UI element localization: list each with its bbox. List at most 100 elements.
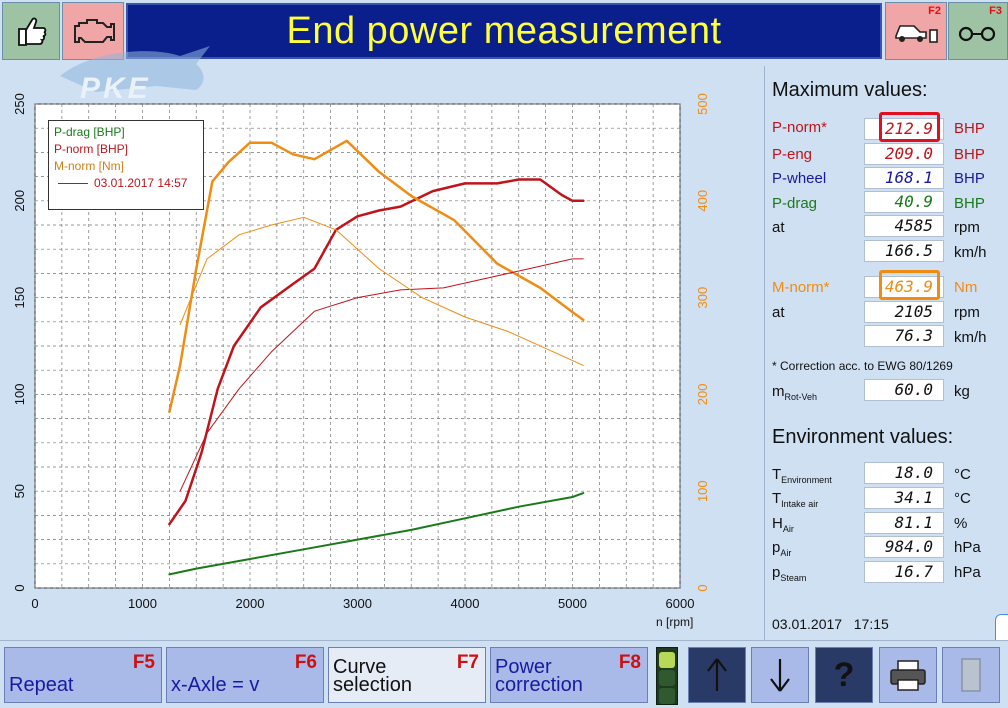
y-left-tick-label: 250 [12,93,27,115]
t-intake-letter: T [772,490,782,507]
thumbs-up-icon [18,17,47,46]
bottom-toolbar: Repeat F5 x-Axle = v F6 Curve selection … [0,640,1008,708]
reference-curve-3 [179,258,584,492]
pke-watermark-logo: PKE [50,46,220,126]
question-mark-icon: ? [833,655,855,694]
values-panel: Maximum values: P-norm* 212.9 BHP P-eng … [764,66,1008,650]
speed-unit: km/h [954,244,987,261]
y-right-tick-label: 200 [695,384,710,406]
reference-curve-4 [179,216,584,366]
at-rpm2-label: at [772,304,785,321]
correction-note: * Correction acc. to EWG 80/1269 [772,359,953,373]
x-tick-label: 2000 [236,596,265,611]
legend-p-norm: P-norm [BHP] [54,142,129,156]
repeat-button[interactable]: Repeat F5 [4,647,162,703]
p-air-label: pAir [772,539,791,558]
t-env-sub: Environment [781,475,832,485]
y-left-tick-label: 150 [12,287,27,309]
t-intake-unit: °C [954,490,971,507]
t-env-unit: °C [954,466,971,483]
ok-button[interactable] [2,2,60,60]
at-rpm-unit: rpm [954,219,980,236]
curve-selection-button[interactable]: Curve selection F7 [328,647,486,703]
p-drag-label: P-drag [772,195,818,212]
m-norm-label: M-norm* [772,279,830,296]
y-right-tick-label: 100 [695,480,710,502]
p-steam-value: 16.7 [864,561,944,583]
x-axle-label: x-Axle = v [171,674,260,696]
m-rot-label: mRot-Veh [772,383,817,402]
x-axle-button[interactable]: x-Axle = v F6 [166,647,324,703]
scroll-up-button[interactable] [688,647,746,703]
y-right-tick-label: 300 [695,287,710,309]
status-traffic-light [656,647,678,705]
t-intake-sub: Intake air [781,499,819,509]
p-steam-letter: p [772,564,781,581]
power-correction-button[interactable]: Power correction F8 [490,647,648,703]
p-air-letter: p [772,539,781,556]
p-air-sub: Air [780,548,792,558]
timestamp: 03.01.2017 17:15 [772,616,889,632]
h-air-value: 81.1 [864,512,944,534]
f5-key-label: F5 [132,652,155,673]
t-env-label: TEnvironment [772,466,832,485]
series-m-norm-line [168,139,585,414]
f6-key-label: F6 [294,652,317,673]
f3-key-label: F3 [989,5,1002,17]
status-lamp-bottom [659,688,675,704]
h-air-letter: H [772,515,783,532]
exit-button[interactable] [942,647,1000,703]
chart-legend: P-drag [BHP] P-norm [BHP] M-norm [Nm] 03… [48,120,204,210]
max-values-heading: Maximum values: [772,79,928,101]
h-air-sub: Air [782,524,794,534]
curve-label-line2: selection [333,674,412,696]
timestamp-date: 03.01.2017 [772,616,843,632]
f2-button[interactable]: F2 [885,2,947,60]
m-rot-unit: kg [954,383,970,400]
p-norm-label: P-norm* [772,119,828,136]
help-button[interactable]: ? [815,647,873,703]
watermark-text: PKE [80,72,151,105]
engine-button[interactable] [62,2,124,60]
repeat-label: Repeat [9,674,74,696]
x-tick-label: 3000 [343,596,372,611]
x-tick-label: 4000 [451,596,480,611]
engine-icon [74,19,115,43]
y-left-tick-label: 100 [12,384,27,406]
m-rot-letter: m [772,383,785,400]
p-eng-label: P-eng [772,146,813,163]
y-left-tick-label: 50 [12,484,27,498]
status-lamp-top [659,652,675,668]
p-drag-unit: BHP [954,195,985,212]
at-rpm-value: 4585 [864,215,944,237]
p-norm-highlight-box [879,112,940,142]
chart-panel: 0 1000 2000 3000 4000 5000 6000 0 50 100 150 200 250… [0,46,762,640]
p-eng-unit: BHP [954,146,985,163]
print-button[interactable] [879,647,937,703]
page-title: End power measurement [126,3,882,59]
arrow-down-icon [770,659,790,692]
p-eng-value: 209.0 [864,143,944,165]
legend-m-norm: M-norm [Nm] [54,159,124,173]
x-tick-label: 5000 [558,596,587,611]
p-wheel-value: 168.1 [864,167,944,189]
t-env-value: 18.0 [864,462,944,484]
rollers-icon [958,26,996,42]
status-lamp-middle [659,670,675,686]
p-steam-sub: Steam [780,573,807,583]
p-norm-unit: BHP [954,120,985,137]
door-icon [961,658,981,692]
car-on-dyno-icon [895,25,938,43]
f3-button[interactable]: F3 [948,2,1008,60]
m-rot-sub: Rot-Veh [784,392,818,402]
m-rot-value: 60.0 [864,379,944,401]
m-norm-unit: Nm [954,279,978,296]
p-drag-value: 40.9 [864,191,944,213]
speed2-unit: km/h [954,329,987,346]
scroll-down-button[interactable] [751,647,809,703]
at-rpm2-value: 2105 [864,301,944,323]
p-air-value: 984.0 [864,536,944,558]
t-intake-value: 34.1 [864,487,944,509]
at-rpm2-unit: rpm [954,304,980,321]
y-left-tick-label: 0 [12,584,27,591]
